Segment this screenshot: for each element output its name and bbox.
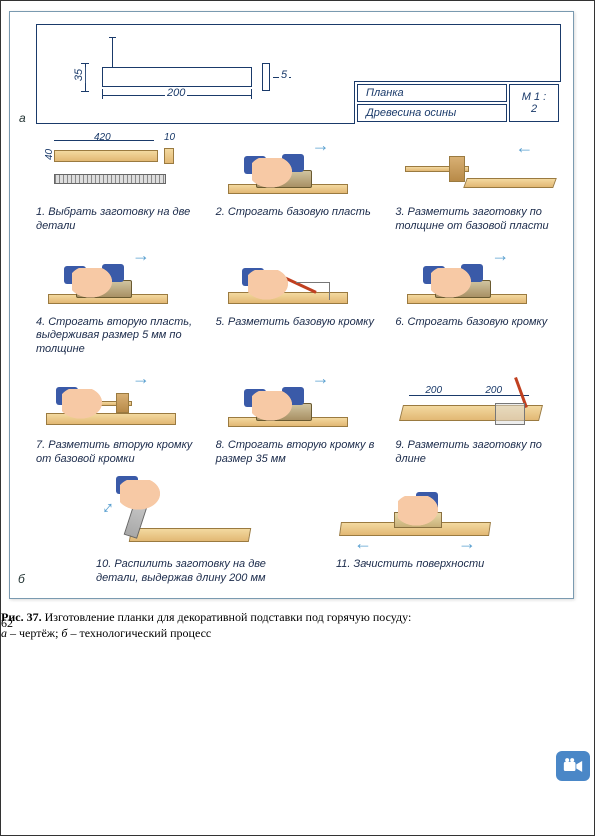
title-name: Планка xyxy=(357,84,507,102)
arrow-icon: → xyxy=(312,367,330,390)
title-scale: М 1 : 2 xyxy=(509,84,559,122)
plank-front-view xyxy=(102,67,252,87)
step-8: → 8. Строгать вторую кромку в размер 35 … xyxy=(216,365,386,467)
step-6-illus: → xyxy=(395,242,565,314)
step-2-illus: → xyxy=(216,132,386,204)
step-11-caption: 11. Зачистить поверхности xyxy=(336,558,516,572)
dim-200: 200 xyxy=(165,87,187,99)
dim-line-35 xyxy=(85,63,86,91)
page-number: 62 xyxy=(1,616,13,631)
square-tool-icon xyxy=(296,282,330,300)
arrow-icon: ← xyxy=(515,136,533,159)
figure-frame: а 35 200 5 xyxy=(9,11,574,599)
step-11: ← → 11. Зачистить поверхности xyxy=(336,472,516,586)
label-a: а xyxy=(19,111,26,125)
step-9-illus: 200 200 xyxy=(395,365,565,437)
step-2: → 2. Строгать базовую пласть xyxy=(216,132,386,234)
hands-icon xyxy=(252,158,298,192)
square-tool-icon xyxy=(495,403,525,425)
step-4-caption: 4. Строгать вторую пласть, выдерживая ра… xyxy=(36,316,206,357)
arrow-icon: ← xyxy=(354,532,372,555)
dim-35: 35 xyxy=(73,67,85,83)
section-a-drawing: а 35 200 5 xyxy=(36,24,561,124)
step-8-caption: 8. Строгать вторую кромку в размер 35 мм xyxy=(216,439,386,467)
camcorder-icon xyxy=(563,757,583,775)
step-7: → 7. Разметить вторую кромку от базовой … xyxy=(36,365,206,467)
step-grid: 40 420 10 1. Выбрать заготовку на две де… xyxy=(36,132,565,466)
video-badge[interactable] xyxy=(556,751,590,781)
step-10: ↕ 10. Распилить заготовку на две детали,… xyxy=(96,472,296,586)
step-3: ← 3. Разметить заготовку по толщине от б… xyxy=(395,132,565,234)
arrow-icon: → xyxy=(132,244,150,267)
step-3-illus: ← xyxy=(395,132,565,204)
step-row-last: ↕ 10. Распилить заготовку на две детали,… xyxy=(36,472,565,586)
page: а 35 200 5 xyxy=(1,1,594,641)
step-5-caption: 5. Разметить базовую кромку xyxy=(216,316,386,330)
step-5-illus xyxy=(216,242,386,314)
ruler-icon xyxy=(54,174,166,184)
step-1-illus: 40 420 10 xyxy=(36,132,206,204)
step-7-caption: 7. Разметить вторую кромку от базовой кр… xyxy=(36,439,206,467)
step-9: 200 200 9. Разметить заготовку по длине xyxy=(395,365,565,467)
step-1: 40 420 10 1. Выбрать заготовку на две де… xyxy=(36,132,206,234)
step-8-illus: → xyxy=(216,365,386,437)
dim-5: 5 xyxy=(279,69,289,81)
step-10-illus: ↕ xyxy=(96,472,296,556)
step-4-illus: → xyxy=(36,242,206,314)
step-10-caption: 10. Распилить заготовку на две детали, в… xyxy=(96,558,296,586)
step-6-caption: 6. Строгать базовую кромку xyxy=(395,316,565,330)
step-11-illus: ← → xyxy=(336,472,516,556)
plank-end-view xyxy=(262,63,270,91)
label-b: б xyxy=(18,572,25,586)
step-6: → 6. Строгать базовую кромку xyxy=(395,242,565,357)
step-1-caption: 1. Выбрать заготовку на две детали xyxy=(36,206,206,234)
step-5: 5. Разметить базовую кромку xyxy=(216,242,386,357)
step-9-caption: 9. Разметить заготовку по длине xyxy=(395,439,565,467)
figure-caption: Рис. 37. Изготовление планки для декорат… xyxy=(1,609,574,641)
arrow-icon: → xyxy=(132,367,150,390)
marking-gauge-icon xyxy=(405,156,485,186)
arrow-icon: → xyxy=(491,244,509,267)
step-4: → 4. Строгать вторую пласть, выдерживая … xyxy=(36,242,206,357)
step-7-illus: → xyxy=(36,365,206,437)
arrow-icon: → xyxy=(458,532,476,555)
arrow-icon: ↕ xyxy=(98,496,119,519)
title-block: Планка М 1 : 2 Древесина осины xyxy=(354,81,561,124)
title-material: Древесина осины xyxy=(357,104,507,122)
section-b-process: б 40 420 10 1. Выбрать заготовку на две … xyxy=(18,132,565,590)
arrow-icon: → xyxy=(312,134,330,157)
blank-wood xyxy=(54,150,158,162)
step-2-caption: 2. Строгать базовую пласть xyxy=(216,206,386,220)
step-3-caption: 3. Разметить заготовку по толщине от баз… xyxy=(395,206,565,234)
